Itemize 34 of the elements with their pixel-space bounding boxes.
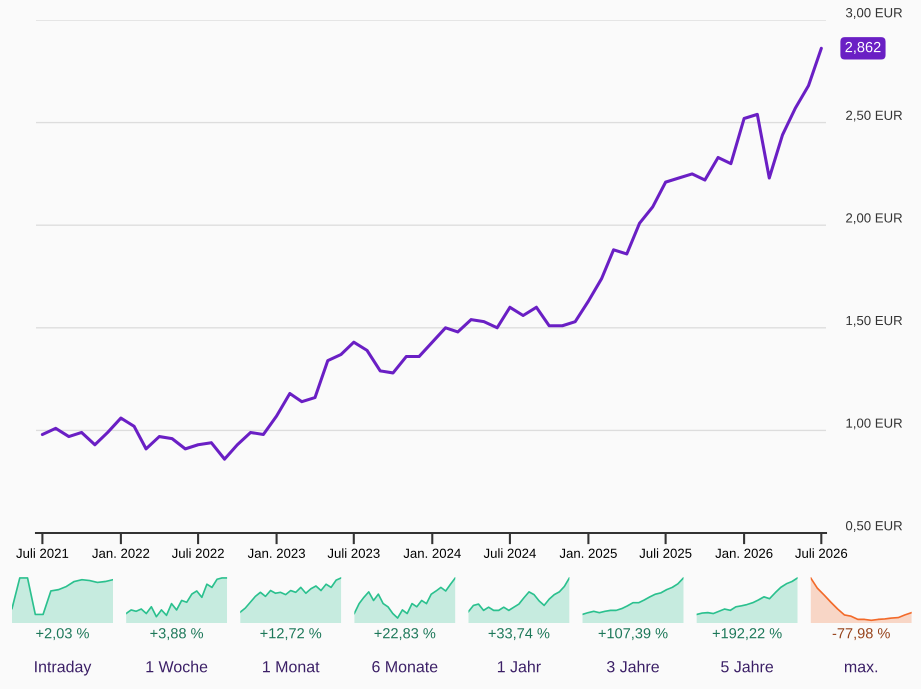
text: Intraday <box>35 660 92 676</box>
x-tick-label: Jan. 2024 <box>404 548 461 558</box>
x-tick-label: Juli 2021 <box>16 548 68 558</box>
annotation: 2,862 <box>845 42 880 54</box>
text: 3 Jahre <box>606 660 659 672</box>
text: +22,83 % <box>374 628 436 640</box>
text: +3,88 % <box>150 628 204 640</box>
text: +192,22 % <box>712 628 782 640</box>
x-tick-label: Juli 2022 <box>172 548 224 558</box>
y-tick-label: 2,00 EUR <box>846 213 902 224</box>
y-tick-label: 0,50 EUR <box>846 521 902 532</box>
text: +33,74 % <box>488 628 550 640</box>
x-tick-label: Jan. 2023 <box>248 548 305 558</box>
x-tick-label: Jan. 2022 <box>92 548 150 558</box>
x-tick-label: Juli 2023 <box>328 548 380 558</box>
text: 1 Monat <box>263 661 320 672</box>
text: +12,72 % <box>260 628 322 640</box>
y-tick-label: 1,00 EUR <box>846 418 902 430</box>
x-tick-label: Jan. 2025 <box>560 548 617 558</box>
x-tick-label: Juli 2024 <box>484 548 536 558</box>
text: 6 Monate <box>372 661 438 672</box>
text: -77,98 % <box>832 628 890 640</box>
text: +2,03 % <box>36 628 89 640</box>
x-tick-label: Juli 2026 <box>795 548 848 558</box>
y-tick-label: 2,50 EUR <box>846 110 902 122</box>
y-tick-label: 3,00 EUR <box>846 8 902 19</box>
x-tick-label: Juli 2025 <box>639 548 692 558</box>
text: +107,39 % <box>598 628 668 640</box>
text: 1 Jahr <box>498 660 541 672</box>
x-tick-label: Jan. 2026 <box>715 548 772 558</box>
text: 1 Woche <box>146 660 208 672</box>
y-tick-label: 1,50 EUR <box>846 316 902 327</box>
text: max. <box>844 664 878 672</box>
text: 5 Jahre <box>721 660 774 672</box>
